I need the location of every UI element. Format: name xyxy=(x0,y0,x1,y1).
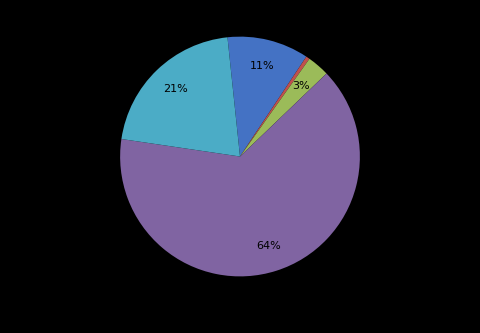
Wedge shape xyxy=(121,37,240,157)
Text: 3%: 3% xyxy=(292,81,310,91)
Text: 64%: 64% xyxy=(256,240,281,251)
Wedge shape xyxy=(240,57,310,157)
Text: 21%: 21% xyxy=(163,84,188,94)
Wedge shape xyxy=(228,37,306,157)
Wedge shape xyxy=(120,74,360,276)
Wedge shape xyxy=(240,59,326,157)
Text: 11%: 11% xyxy=(250,61,275,71)
